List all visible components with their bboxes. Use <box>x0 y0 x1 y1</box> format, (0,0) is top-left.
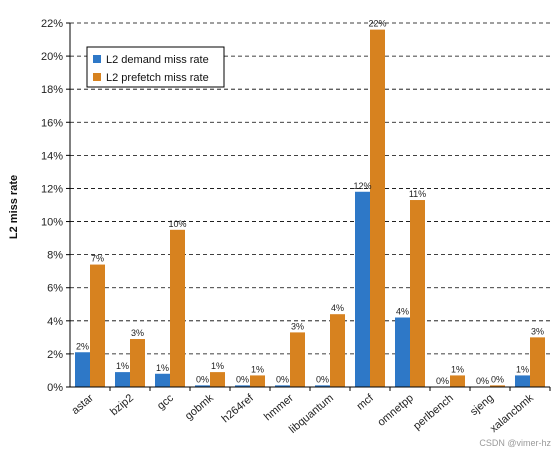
data-label-prefetch: 7% <box>91 254 104 264</box>
bar-demand <box>515 375 530 387</box>
data-labels: 2%7%1%3%1%10%0%1%0%1%0%3%0%4%12%22%4%11%… <box>76 19 544 386</box>
data-label-demand: 2% <box>76 341 89 351</box>
bar-demand <box>395 317 410 387</box>
data-label-demand: 1% <box>156 363 169 373</box>
data-label-demand: 0% <box>316 374 329 384</box>
bar-prefetch <box>370 29 385 387</box>
category-label: mcf <box>355 392 377 413</box>
bar-demand <box>355 191 370 387</box>
y-tick-labels: 0% 2% 4% 6% 8% 10% 12% 14% 16% 18% 20% 22% <box>41 18 63 394</box>
bar-prefetch <box>530 337 545 387</box>
category-label: astar <box>69 392 96 417</box>
data-label-demand: 0% <box>196 374 209 384</box>
category-label: sjeng <box>468 392 496 418</box>
data-label-demand: 1% <box>516 364 529 374</box>
data-label-demand: 1% <box>116 361 129 371</box>
bars <box>75 29 545 387</box>
y-tick-label: 14% <box>41 150 63 162</box>
y-tick-label: 20% <box>41 51 63 63</box>
bar-prefetch <box>90 264 105 387</box>
category-label: bzip2 <box>108 392 136 418</box>
bar-prefetch <box>410 200 425 387</box>
bar-demand <box>235 385 250 387</box>
data-label-prefetch: 1% <box>451 364 464 374</box>
data-label-prefetch: 1% <box>211 361 224 371</box>
y-axis-label: L2 miss rate <box>8 175 20 239</box>
bar-prefetch <box>290 332 305 387</box>
y-tick-label: 4% <box>47 316 63 328</box>
bar-prefetch <box>130 339 145 387</box>
bar-prefetch <box>170 229 185 387</box>
bar-prefetch <box>210 372 225 387</box>
bar-prefetch <box>450 375 465 387</box>
data-label-demand: 0% <box>476 376 489 386</box>
bar-prefetch <box>330 314 345 387</box>
data-label-demand: 0% <box>276 374 289 384</box>
data-label-prefetch: 4% <box>331 303 344 313</box>
gridlines <box>66 22 550 388</box>
bar-demand <box>315 385 330 387</box>
bar-demand <box>195 385 210 387</box>
bar-demand <box>115 372 130 387</box>
data-label-prefetch: 22% <box>368 19 386 29</box>
x-category-labels: astar bzip2 gcc gobmk h264ref hmmerlibquantum… <box>69 392 536 436</box>
category-label: gobmk <box>183 392 216 423</box>
category-label: xalancbmk <box>488 392 536 435</box>
y-tick-label: 10% <box>41 217 63 229</box>
bar-demand <box>275 385 290 387</box>
y-tick-label: 0% <box>47 382 63 394</box>
y-tick-label: 2% <box>47 349 63 361</box>
data-label-prefetch: 3% <box>131 328 144 338</box>
data-label-demand: 4% <box>396 307 409 317</box>
data-label-demand: 0% <box>236 374 249 384</box>
bar-demand <box>155 373 170 387</box>
y-tick-label: 22% <box>41 18 63 30</box>
legend-swatch-prefetch <box>93 73 101 81</box>
bar-prefetch <box>250 375 265 387</box>
y-tick-label: 18% <box>41 84 63 96</box>
data-label-demand: 12% <box>353 181 371 191</box>
axes <box>69 23 551 391</box>
category-label: omnetpp <box>375 392 416 429</box>
data-label-prefetch: 3% <box>531 326 544 336</box>
data-label-demand: 0% <box>436 376 449 386</box>
legend-swatch-demand <box>93 55 101 63</box>
category-label: h264ref <box>220 392 257 426</box>
watermark: CSDN @vimer-hz <box>479 438 551 448</box>
category-label: libquantum <box>287 392 336 436</box>
legend-label-demand: L2 demand miss rate <box>106 54 209 66</box>
legend-label-prefetch: L2 prefetch miss rate <box>106 72 209 84</box>
data-label-prefetch: 11% <box>409 189 426 199</box>
category-label: perlbench <box>411 392 456 432</box>
data-label-prefetch: 10% <box>168 219 186 229</box>
legend-box <box>86 46 225 88</box>
data-label-prefetch: 1% <box>251 364 264 374</box>
data-label-prefetch: 3% <box>291 321 304 331</box>
category-label: hmmer <box>262 392 296 423</box>
y-tick-label: 6% <box>47 283 63 295</box>
data-label-prefetch: 0% <box>491 374 504 384</box>
y-tick-label: 16% <box>41 117 63 129</box>
y-tick-label: 8% <box>47 250 63 262</box>
category-label: gcc <box>155 392 176 413</box>
bar-demand <box>75 352 90 387</box>
y-tick-label: 12% <box>41 183 63 195</box>
legend: L2 demand miss rate L2 prefetch miss rat… <box>86 46 225 88</box>
bar-prefetch <box>490 385 505 387</box>
